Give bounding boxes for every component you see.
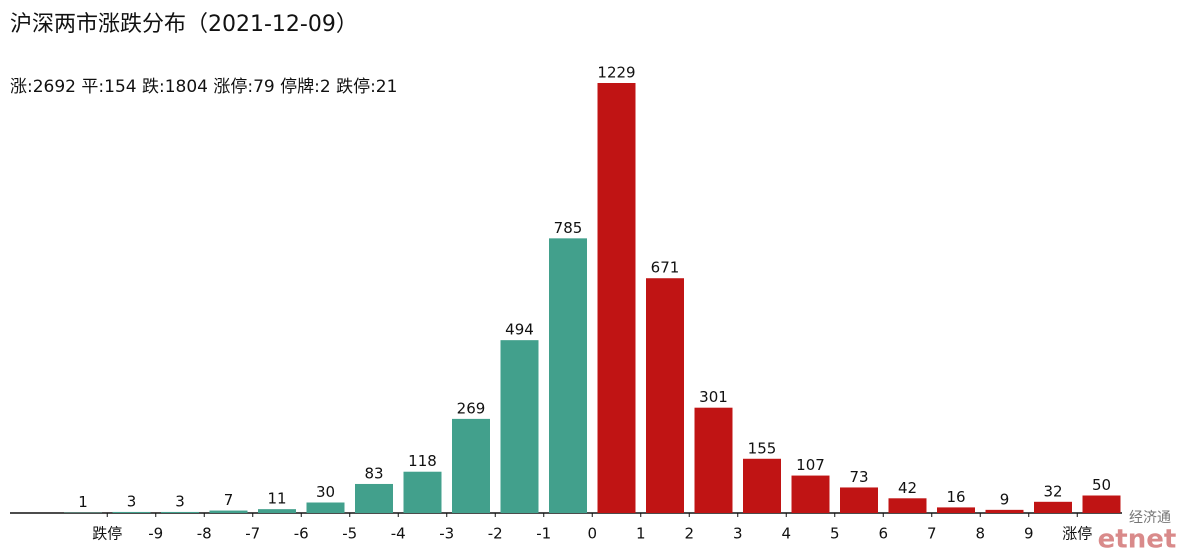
x-tick-label: 3 bbox=[733, 525, 743, 543]
bar bbox=[549, 238, 587, 513]
chart-subtitle: 涨:2692 平:154 跌:1804 涨停:79 停牌:2 跌停:21 bbox=[10, 77, 397, 97]
value-label: 107 bbox=[796, 456, 825, 474]
bar bbox=[694, 407, 733, 513]
x-tick-label: 8 bbox=[975, 525, 985, 543]
x-tick-label: 9 bbox=[1024, 525, 1034, 543]
bar bbox=[355, 483, 393, 513]
value-label: 42 bbox=[898, 479, 917, 497]
bar bbox=[258, 509, 296, 513]
value-label: 50 bbox=[1092, 476, 1111, 494]
bar bbox=[597, 83, 636, 513]
bar bbox=[161, 511, 199, 513]
x-tick-label: 5 bbox=[830, 525, 840, 543]
x-tick-label: 涨停 bbox=[1062, 525, 1092, 543]
x-tick-label: 1 bbox=[636, 525, 646, 543]
bar bbox=[985, 509, 1024, 513]
value-label: 1229 bbox=[597, 64, 635, 82]
x-tick-label: 7 bbox=[927, 525, 937, 543]
value-label: 11 bbox=[267, 490, 286, 508]
bar bbox=[306, 502, 345, 513]
x-tick-label: 0 bbox=[587, 525, 597, 543]
bar bbox=[743, 458, 781, 513]
value-label: 16 bbox=[946, 488, 965, 506]
x-tick-label: -6 bbox=[294, 525, 309, 543]
bar bbox=[209, 510, 248, 513]
bar bbox=[500, 340, 539, 513]
bar bbox=[840, 487, 878, 513]
x-tick-label: -1 bbox=[536, 525, 551, 543]
value-label: 269 bbox=[457, 399, 486, 417]
x-tick-label: -5 bbox=[342, 525, 357, 543]
bar bbox=[646, 278, 684, 513]
chart-title: 沪深两市涨跌分布（2021-12-09） bbox=[10, 12, 358, 37]
x-tick-label: -9 bbox=[148, 525, 163, 543]
x-tick-label: 6 bbox=[878, 525, 888, 543]
value-label: 301 bbox=[699, 388, 728, 406]
value-label: 118 bbox=[408, 452, 437, 470]
value-label: 30 bbox=[316, 483, 335, 501]
x-tick-label: -7 bbox=[245, 525, 260, 543]
x-tick-label: 2 bbox=[684, 525, 694, 543]
value-label: 1 bbox=[78, 493, 88, 511]
bar bbox=[1034, 501, 1072, 513]
value-label: 155 bbox=[748, 439, 777, 457]
bar bbox=[1082, 495, 1121, 513]
bar bbox=[791, 475, 830, 513]
value-label: 494 bbox=[505, 321, 534, 339]
x-tick-label: -8 bbox=[197, 525, 212, 543]
value-label: 7 bbox=[224, 491, 234, 509]
value-label: 3 bbox=[127, 492, 137, 510]
x-tick-label: -3 bbox=[439, 525, 454, 543]
x-tick-label: 4 bbox=[781, 525, 791, 543]
value-label: 83 bbox=[364, 464, 383, 482]
x-tick-label: -4 bbox=[391, 525, 406, 543]
bar bbox=[937, 507, 975, 513]
value-label: 3 bbox=[175, 492, 185, 510]
bar bbox=[452, 418, 490, 513]
bar bbox=[888, 498, 927, 513]
value-label: 785 bbox=[554, 219, 583, 237]
value-label: 9 bbox=[1000, 490, 1010, 508]
bar bbox=[403, 471, 442, 513]
x-tick-label: 跌停 bbox=[92, 525, 122, 543]
watermark-logo: etnet bbox=[1098, 525, 1177, 553]
watermark: 经济通 bbox=[1129, 510, 1171, 526]
bar bbox=[112, 511, 151, 513]
value-label: 32 bbox=[1043, 482, 1062, 500]
x-tick-label: -2 bbox=[488, 525, 503, 543]
value-label: 671 bbox=[651, 259, 680, 277]
value-label: 73 bbox=[849, 468, 868, 486]
